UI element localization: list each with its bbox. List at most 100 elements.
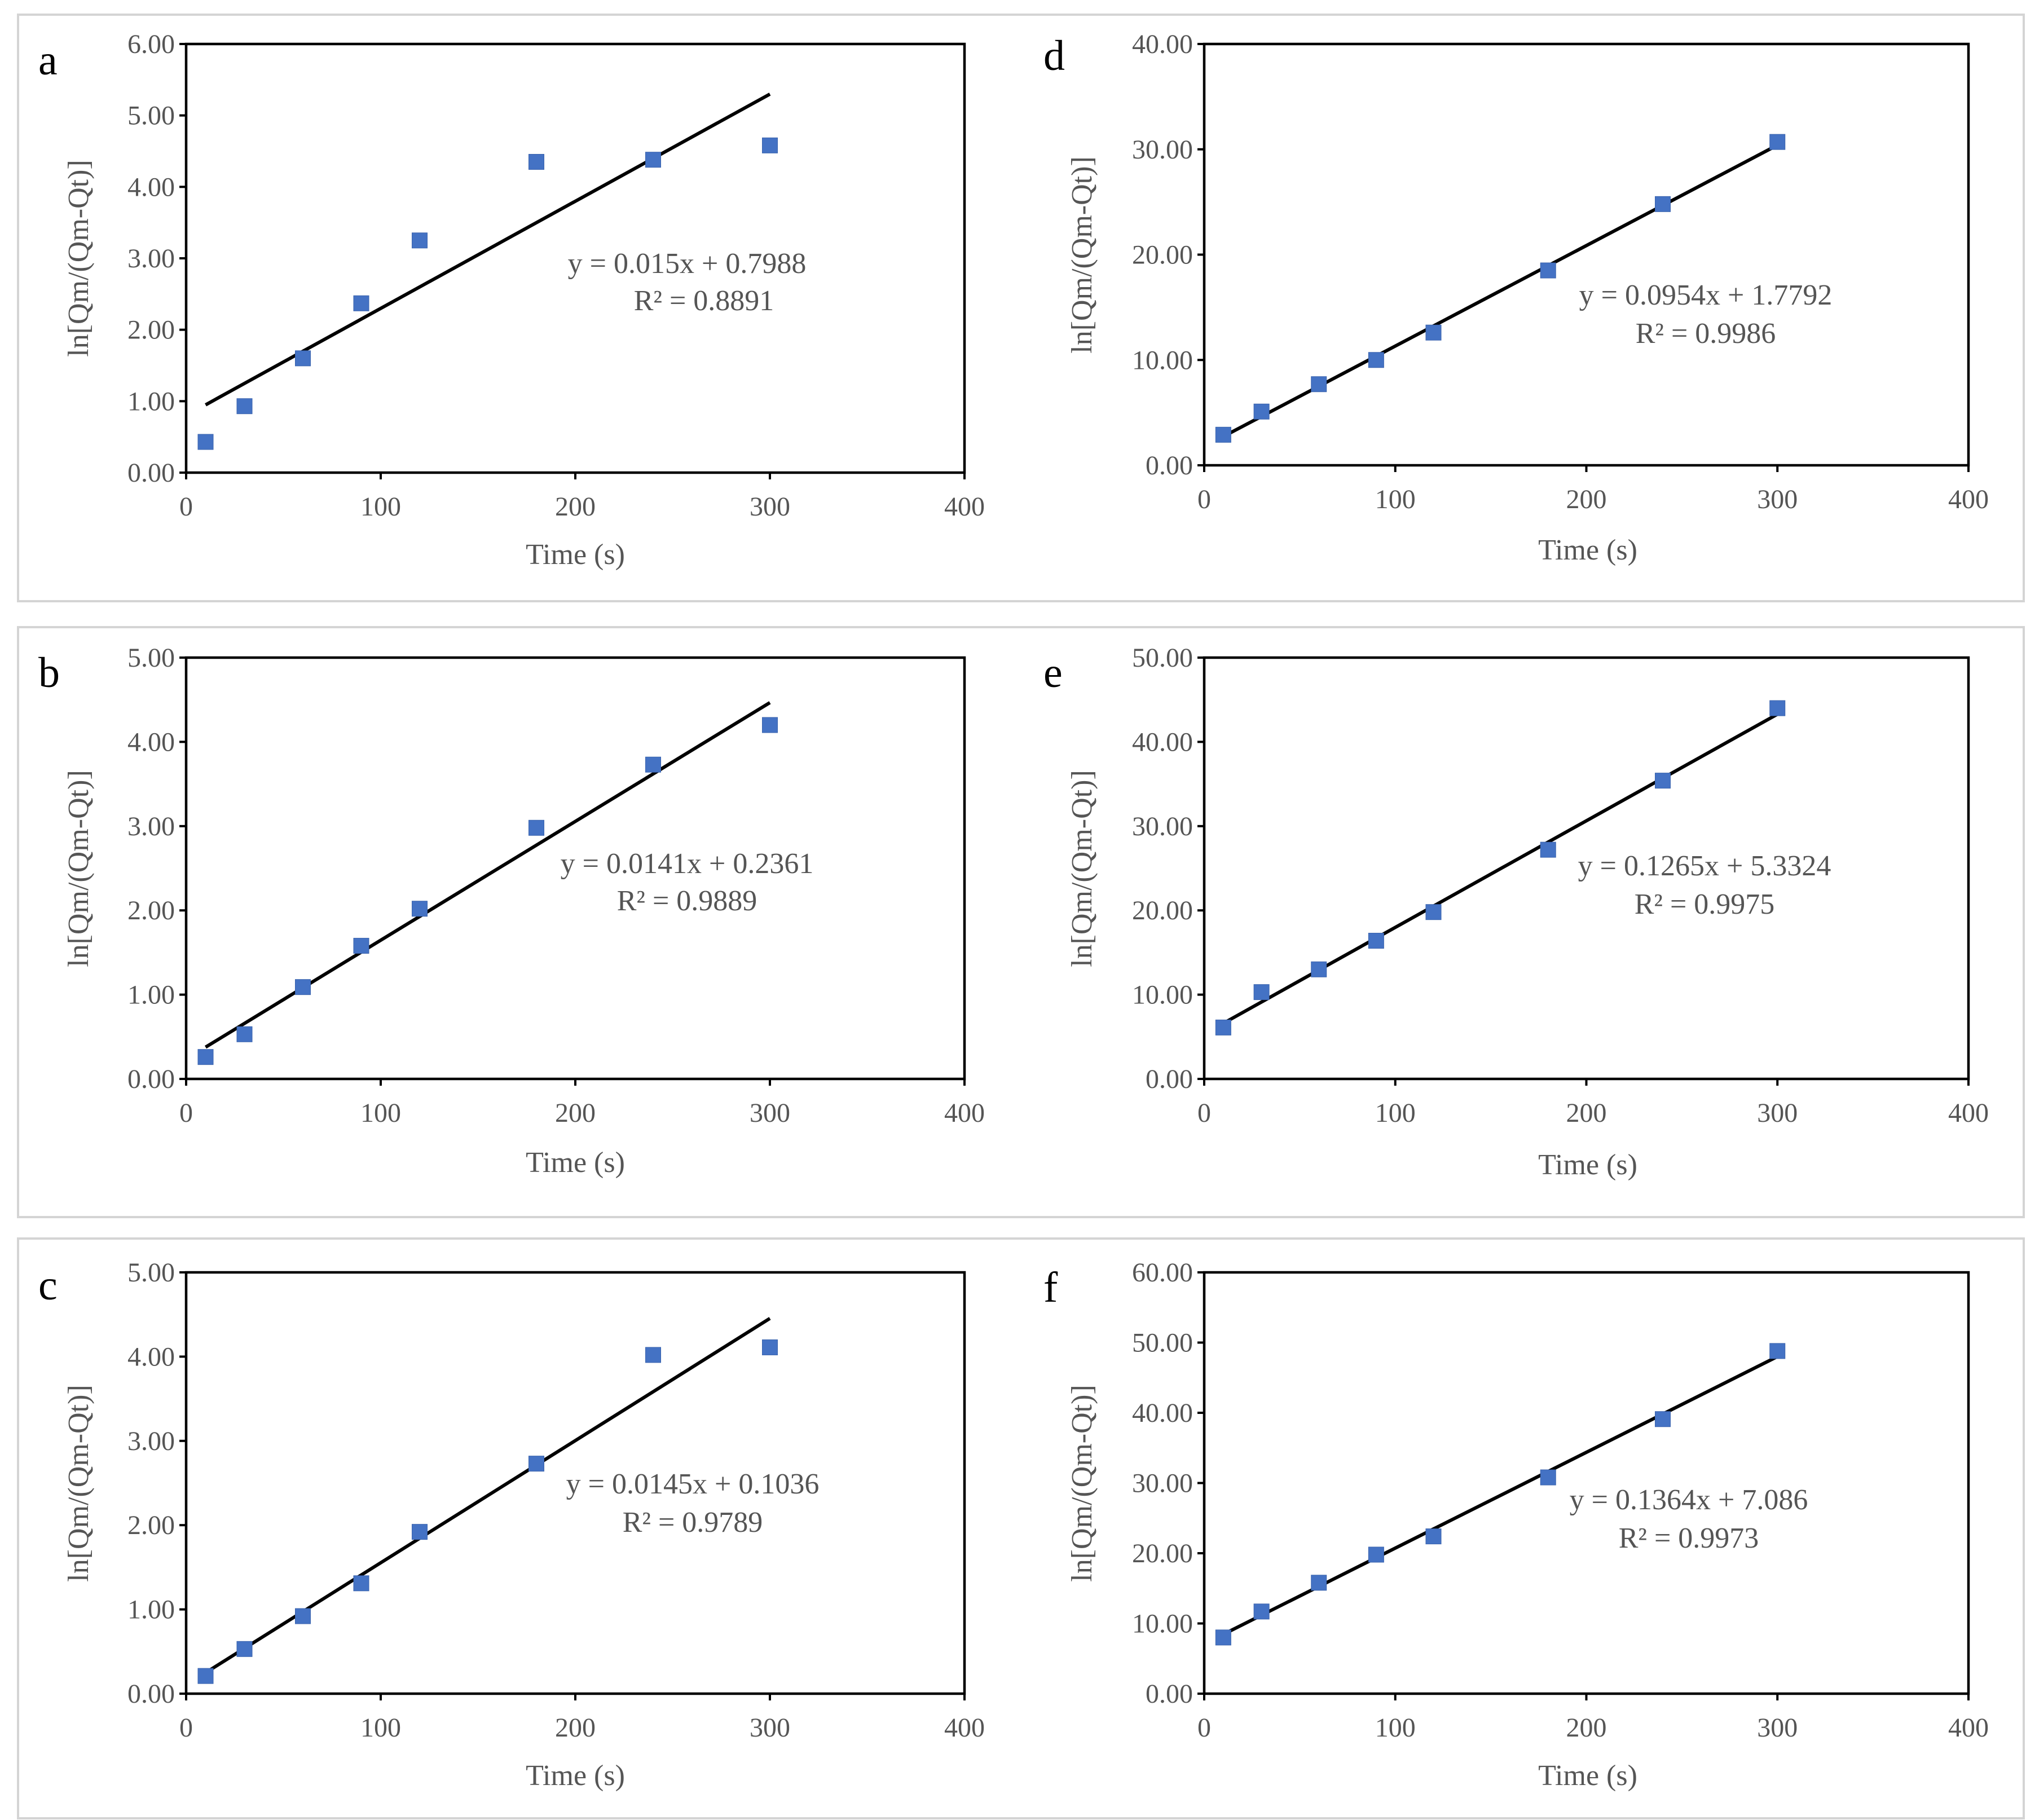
x-tick-label: 300 [1757,484,1798,514]
panel-letter: f [1043,1264,1058,1311]
y-tick-label: 40.00 [1132,29,1193,59]
x-tick-label: 400 [944,1713,985,1743]
x-tick-label: 400 [1948,1713,1989,1743]
chart-panel-f: 0.00 10.00 20.00 30.00 40.00 50.00 60.00 0 100 20… [1043,1258,1989,1792]
data-point [1368,932,1384,949]
data-point [412,901,428,917]
data-point [1215,426,1231,443]
data-point [1540,262,1556,279]
panel-letter: e [1043,649,1063,697]
y-tick-label: 0.00 [1146,451,1193,481]
y-tick-label: 30.00 [1132,812,1193,841]
data-point [1540,841,1556,858]
x-tick-label: 300 [1757,1098,1798,1128]
trendline-equation: y = 0.1265x + 5.3324 [1578,850,1831,882]
chart-panel-c: 0.00 1.00 2.00 3.00 4.00 5.00 0 100 200 300 400 Tim… [38,1258,985,1792]
y-tick-label: 40.00 [1132,727,1193,757]
data-point [1368,1546,1384,1563]
y-tick-label: 2.00 [127,1510,175,1540]
plot-area [1203,1271,1970,1695]
x-axis-title: Time (s) [526,1147,625,1179]
y-tick-label: 2.00 [127,896,175,926]
y-tick-label: 60.00 [1132,1258,1193,1288]
x-tick-label: 200 [1566,484,1607,514]
trendline-equation: y = 0.0145x + 0.1036 [566,1468,820,1500]
data-point [1215,1629,1231,1646]
x-tick-label: 200 [555,1713,596,1743]
y-tick-label: 0.00 [1146,1679,1193,1709]
r-squared-label: R² = 0.9789 [623,1506,763,1539]
chart-panel-b: 0.00 1.00 2.00 3.00 4.00 5.00 0 100 200 300 400 Tim… [38,643,985,1179]
data-point [412,1524,428,1540]
data-point [1311,1575,1327,1591]
data-point [353,1575,369,1592]
x-tick-label: 200 [1566,1713,1607,1743]
x-tick-label: 200 [1566,1098,1607,1128]
x-tick-label: 100 [360,492,401,522]
y-tick-label: 0.00 [127,458,175,488]
y-tick-label: 10.00 [1132,980,1193,1010]
data-point [353,295,369,311]
y-tick-label: 0.00 [127,1679,175,1709]
data-point [1425,324,1442,341]
data-point [1655,196,1671,212]
plot-area [184,1271,966,1695]
data-point [197,434,214,450]
plot-area [184,42,966,474]
y-tick-label: 2.00 [127,315,175,345]
y-tick-label: 50.00 [1132,1328,1193,1358]
data-point [197,1049,214,1065]
chart-panel-e: 0.00 10.00 20.00 30.00 40.00 50.00 0 100 200 300 4… [1043,643,1989,1181]
data-point [1215,1019,1231,1035]
data-point [236,1026,253,1042]
y-axis-title: ln[Qm/(Qm-Qt)] [63,1385,95,1581]
data-point [1311,376,1327,393]
x-axis-title: Time (s) [1538,1149,1637,1181]
data-point [1769,700,1786,716]
x-tick-label: 0 [1197,484,1211,514]
chart-panel-d: 0.00 10.00 20.00 30.00 40.00 0 100 200 300 400 Tim… [1043,29,1989,566]
data-point [236,1641,253,1657]
y-tick-label: 0.00 [1146,1064,1193,1094]
y-tick-label: 10.00 [1132,345,1193,375]
x-tick-label: 400 [1948,484,1989,514]
y-tick-label: 20.00 [1132,240,1193,270]
panel-letter: c [38,1262,58,1309]
data-point [645,756,661,773]
x-tick-label: 300 [750,1713,790,1743]
y-axis-title: ln[Qm/(Qm-Qt)] [63,160,95,356]
x-tick-label: 100 [1375,1098,1416,1128]
y-tick-label: 3.00 [127,812,175,841]
x-axis-title: Time (s) [1538,534,1637,566]
y-tick-label: 6.00 [127,29,175,59]
y-tick-label: 3.00 [127,1426,175,1456]
y-axis-title: ln[Qm/(Qm-Qt)] [1066,770,1098,967]
y-tick-label: 3.00 [127,244,175,274]
y-tick-label: 1.00 [127,1595,175,1625]
plot-area [184,656,966,1081]
x-tick-label: 100 [1375,484,1416,514]
trendline-equation: y = 0.1364x + 7.086 [1570,1484,1808,1516]
y-axis-title: ln[Qm/(Qm-Qt)] [63,770,95,967]
x-tick-label: 0 [179,1713,193,1743]
data-point [197,1668,214,1684]
data-point [295,350,311,367]
data-point [1253,403,1270,420]
trendline-equation: y = 0.0141x + 0.2361 [561,848,814,880]
y-tick-label: 40.00 [1132,1398,1193,1428]
x-tick-label: 300 [750,1098,790,1128]
y-tick-label: 4.00 [127,727,175,757]
y-tick-label: 1.00 [127,980,175,1010]
data-point [1253,1603,1270,1620]
panel-letter: d [1043,32,1065,80]
x-tick-label: 100 [1375,1713,1416,1743]
chart-panel-a: 0.00 1.00 2.00 3.00 4.00 5.00 6.00 0 100 200 300 40… [38,29,985,571]
x-tick-label: 200 [555,1098,596,1128]
chart-panels: 0.00 1.00 2.00 3.00 4.00 5.00 6.00 0 100 200 300 40… [38,29,1989,1792]
data-point [645,152,661,168]
x-axis-title: Time (s) [1538,1760,1637,1792]
data-point [645,1347,661,1363]
y-tick-label: 5.00 [127,101,175,131]
x-tick-label: 100 [360,1713,401,1743]
data-point [412,232,428,249]
